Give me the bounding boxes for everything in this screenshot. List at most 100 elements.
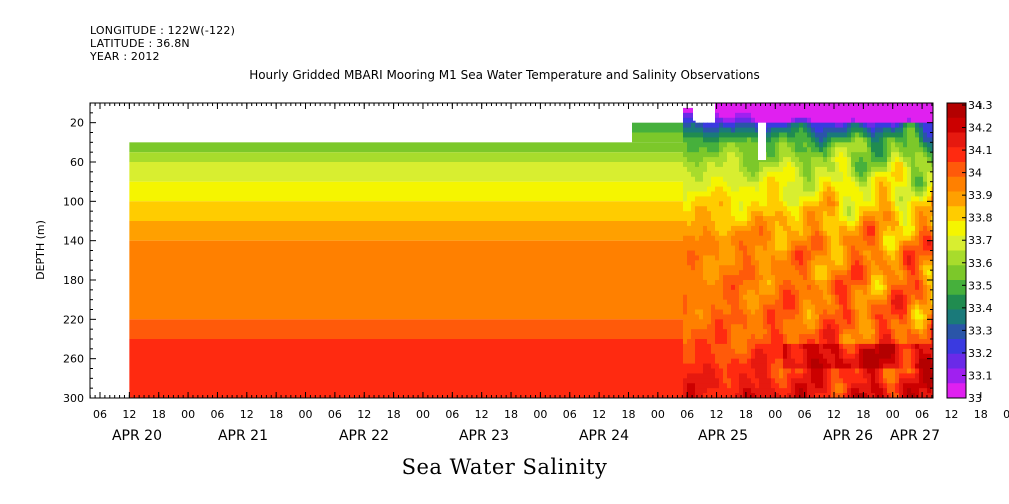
data-cell — [755, 334, 760, 340]
data-cell — [759, 265, 764, 271]
data-cell — [891, 103, 896, 109]
data-cell — [759, 181, 764, 188]
data-cell — [723, 275, 728, 281]
data-cell — [771, 373, 776, 379]
data-cell — [851, 166, 856, 173]
data-cell — [783, 127, 788, 134]
x-tick-label: 06 — [798, 408, 812, 421]
data-cell — [831, 103, 836, 109]
data-cell — [891, 275, 896, 281]
data-cell — [723, 122, 728, 129]
data-cell — [819, 240, 824, 247]
data-cell — [719, 339, 724, 345]
data-cell — [923, 162, 928, 168]
data-cell — [919, 388, 924, 394]
data-cell — [931, 280, 933, 286]
data-cell — [887, 166, 892, 173]
data-cell — [863, 171, 868, 178]
data-cell — [791, 162, 796, 168]
data-cell — [807, 235, 812, 242]
data-cell — [739, 196, 744, 202]
data-cell — [903, 142, 908, 148]
data-cell — [859, 378, 864, 384]
data-cell — [815, 294, 820, 301]
data-cell — [767, 289, 772, 296]
data-cell — [795, 245, 800, 252]
data-cell — [923, 103, 928, 109]
data-cell — [807, 250, 812, 257]
data-cell — [863, 329, 868, 335]
data-cell — [747, 363, 752, 370]
data-cell — [871, 147, 876, 153]
data-cell — [827, 176, 832, 183]
x-tick-label: 12 — [357, 408, 371, 421]
data-cell — [739, 334, 744, 340]
data-cell — [727, 334, 732, 340]
x-tick-label: 06 — [93, 408, 107, 421]
data-cell — [755, 216, 760, 222]
data-cell — [827, 363, 832, 370]
data-cell — [747, 309, 752, 316]
data-cell — [755, 348, 760, 355]
data-cell — [899, 353, 904, 360]
data-cell — [927, 240, 932, 247]
data-cell — [931, 250, 933, 257]
data-cell — [703, 166, 708, 173]
data-cell — [879, 255, 884, 261]
data-cell — [911, 250, 916, 257]
data-cell — [835, 299, 840, 306]
data-cell — [827, 343, 832, 350]
data-cell — [727, 103, 732, 109]
data-cell — [819, 142, 824, 148]
data-cell — [739, 235, 744, 242]
data-cell — [879, 216, 884, 222]
data-cell — [827, 137, 832, 143]
data-cell — [903, 378, 908, 384]
data-cell — [851, 245, 856, 252]
data-cell — [919, 186, 924, 193]
data-cell — [879, 393, 884, 398]
data-cell — [755, 137, 760, 143]
data-cell — [819, 186, 824, 193]
data-cell — [871, 339, 876, 345]
data-cell — [871, 196, 876, 202]
data-cell — [923, 166, 928, 173]
data-cell — [711, 186, 716, 193]
data-cell — [859, 186, 864, 193]
data-cell — [919, 383, 924, 389]
data-cell — [923, 142, 928, 148]
data-cell — [899, 270, 904, 276]
data-cell — [783, 353, 788, 360]
data-cell — [879, 309, 884, 316]
data-cell — [811, 211, 816, 217]
data-cell — [731, 314, 736, 320]
data-cell — [931, 225, 933, 232]
data-cell — [711, 294, 716, 301]
data-cell — [695, 334, 700, 340]
data-cell — [807, 191, 812, 198]
data-cell — [919, 103, 924, 109]
data-cell — [747, 176, 752, 183]
data-cell — [895, 339, 900, 345]
data-cell — [907, 284, 912, 291]
data-cell — [795, 250, 800, 257]
data-cell — [855, 393, 860, 398]
data-cell — [711, 176, 716, 183]
data-cell — [695, 250, 700, 257]
data-cell — [895, 240, 900, 247]
data-cell — [911, 353, 916, 360]
data-cell — [819, 393, 824, 398]
data-cell — [759, 353, 764, 360]
data-cell — [779, 107, 784, 114]
data-cell — [743, 147, 748, 153]
data-cell — [795, 157, 800, 163]
data-cell — [719, 196, 724, 202]
data-cell — [699, 250, 704, 257]
data-cell — [867, 201, 872, 207]
data-cell — [907, 127, 912, 134]
data-cell — [815, 181, 820, 188]
data-cell — [907, 211, 912, 217]
data-cell — [879, 230, 884, 237]
data-cell — [763, 373, 768, 379]
data-cell — [883, 152, 888, 158]
